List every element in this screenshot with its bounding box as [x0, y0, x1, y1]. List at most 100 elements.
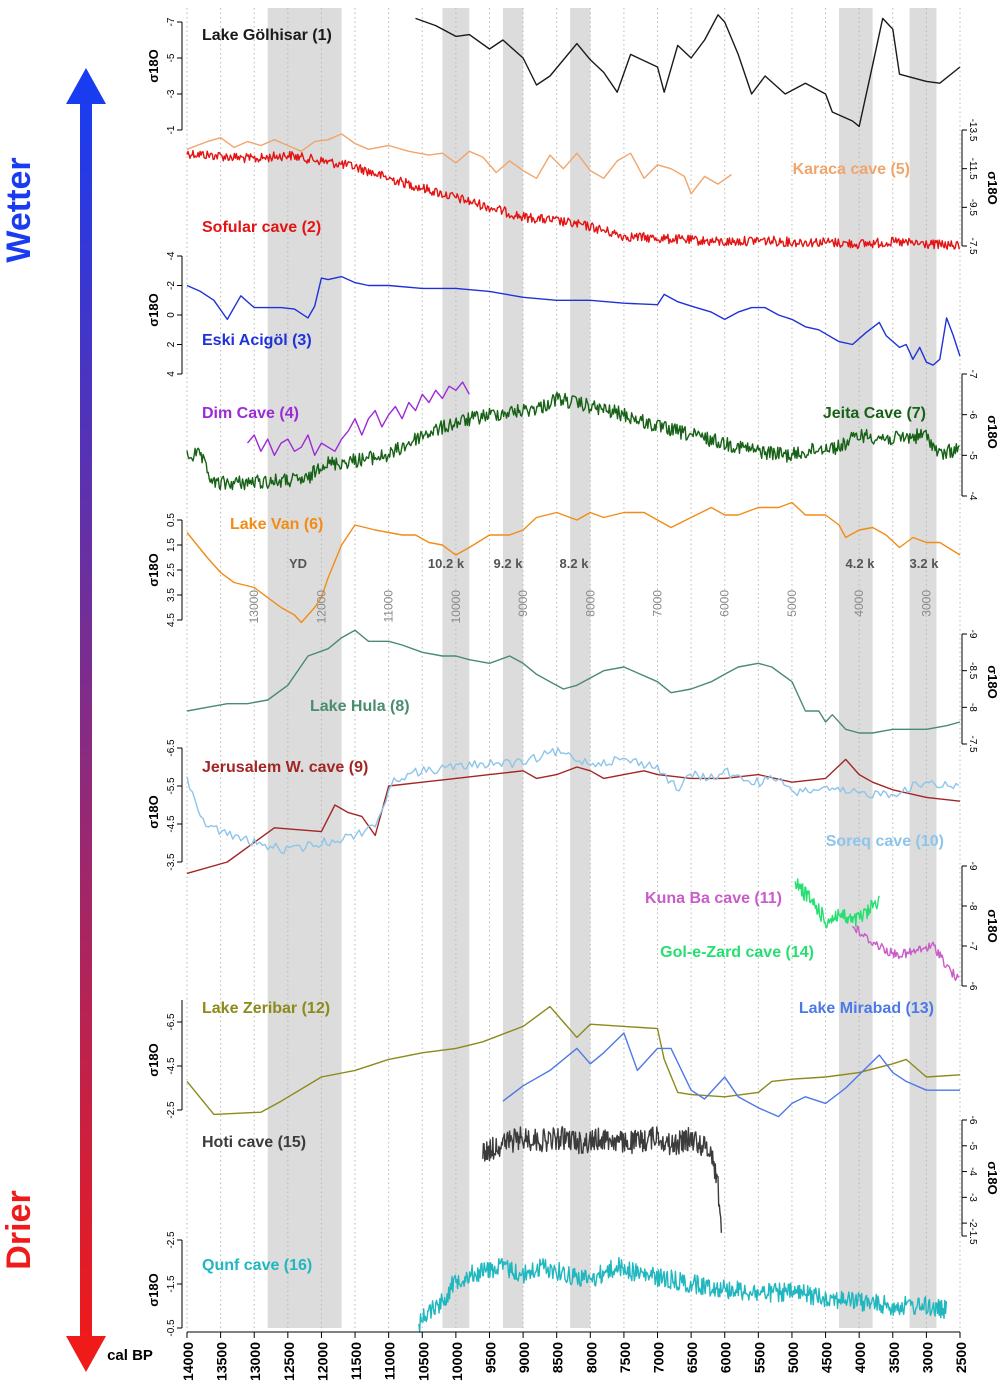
series-label: Lake Mirabad (13)	[799, 1000, 934, 1017]
series-label: Dim Cave (4)	[202, 405, 299, 422]
series-label: Jeita Cave (7)	[823, 405, 926, 422]
series-line	[418, 1256, 948, 1333]
series-label: Soreq cave (10)	[826, 833, 944, 850]
arrow-head-down-icon	[66, 1336, 106, 1372]
x-tick-label: 8500	[550, 1342, 566, 1373]
x-tick-label: 6000	[718, 1342, 734, 1373]
y-tick-label: -0.5	[166, 1319, 177, 1337]
x-tick-label: 5000	[785, 1342, 801, 1373]
y-axes: 14000 13500 13000 12500 12000 11500 11000 10500…	[107, 17, 998, 1381]
series-line	[415, 14, 961, 128]
y-tick-label: -2	[166, 281, 177, 290]
x-tick-label: 2500	[953, 1342, 969, 1373]
x-tick-label: 11000	[382, 1342, 398, 1380]
y-tick-label: -7.5	[967, 735, 978, 753]
x-tick-label: 13000	[247, 1342, 263, 1381]
event-label: 4.2 k	[846, 556, 876, 571]
y-tick-label: -2	[967, 1219, 978, 1228]
x-tick-label: 7500	[617, 1342, 633, 1373]
y-tick-label: -7.5	[967, 237, 978, 255]
y-tick-label: -13.5	[967, 119, 978, 142]
x-tick-label: 3000	[919, 1342, 935, 1373]
wetter-label: Wetter	[0, 157, 38, 262]
y-tick-label: -5.5	[166, 777, 177, 795]
x-tick-label: 9500	[482, 1342, 498, 1373]
series-label: Qunf cave (16)	[202, 1257, 312, 1274]
x-tick-label: 6500	[684, 1342, 700, 1373]
y-tick-label: -8	[967, 703, 978, 712]
event-label: 10.2 k	[428, 556, 465, 571]
series-line	[186, 391, 960, 491]
y-tick-label: -8	[967, 902, 978, 911]
y-axis-title: σ18O	[146, 49, 161, 82]
inner-year-label: 6000	[718, 590, 732, 617]
y-tick-label: -4	[166, 251, 177, 260]
x-tick-label: 10000	[449, 1342, 465, 1381]
inner-year-label: 11000	[382, 590, 396, 623]
x-tick-label: 12500	[281, 1342, 297, 1381]
y-tick-label: -6	[967, 1116, 978, 1125]
series-label: Jerusalem W. cave (9)	[202, 759, 368, 776]
y-tick-label: 0.5	[166, 513, 177, 527]
y-tick-label: -7	[166, 17, 177, 26]
x-tick-label: 13500	[214, 1342, 230, 1381]
y-axis-title: σ18O	[146, 1273, 161, 1306]
y-tick-label: -9	[967, 862, 978, 871]
series-line	[186, 133, 732, 195]
y-tick-label: -4	[967, 492, 978, 501]
series-line	[794, 878, 880, 929]
y-tick-label: 3.5	[166, 588, 177, 602]
y-tick-label: -7	[967, 370, 978, 379]
event-label: 9.2 k	[494, 556, 524, 571]
series-label: Sofular cave (2)	[202, 219, 321, 236]
y-tick-label: -6	[967, 410, 978, 419]
inner-year-label: 3000	[919, 590, 933, 617]
x-tick-label: 8000	[583, 1342, 599, 1373]
x-tick-label: 4000	[852, 1342, 868, 1373]
event-bands	[267, 8, 937, 1328]
series-line	[186, 275, 961, 366]
inner-year-label: 8000	[583, 590, 597, 617]
series-label: Lake Hula (8)	[310, 698, 410, 715]
inner-year-label: 9000	[516, 590, 530, 617]
y-tick-label: -1.5	[967, 1227, 978, 1245]
y-axis-title: σ18O	[985, 665, 998, 698]
y-axis-title: σ18O	[985, 909, 998, 942]
event-band	[502, 8, 524, 1328]
labels: YD 10.2 k 9.2 k 8.2 k 4.2 k 3.2 k 13000 12000 11…	[0, 27, 944, 1274]
series-line	[186, 747, 960, 855]
x-tick-label: 9000	[516, 1342, 532, 1373]
y-tick-label: -3	[166, 89, 177, 98]
y-tick-label: -4.5	[166, 815, 177, 833]
x-tick-label: 5500	[751, 1342, 767, 1373]
y-axis-title: σ18O	[146, 1043, 161, 1076]
inner-year-label: 4000	[852, 590, 866, 617]
y-tick-label: -5	[967, 1141, 978, 1150]
y-tick-label: -9.5	[967, 199, 978, 217]
x-tick-label: 11500	[348, 1342, 364, 1380]
wet-dry-arrow	[66, 68, 106, 1372]
series-label: Gol-e-Zard cave (14)	[660, 944, 814, 961]
event-label: 8.2 k	[560, 556, 590, 571]
y-tick-label: -5	[166, 53, 177, 62]
x-tick-label: 12000	[314, 1342, 330, 1381]
y-tick-label: -4	[967, 1167, 978, 1176]
event-band	[570, 8, 591, 1328]
y-tick-label: 2	[166, 341, 177, 347]
series-label: Lake Gölhisar (1)	[202, 27, 332, 44]
inner-year-label: 5000	[785, 590, 799, 617]
y-axis-title: σ18O	[146, 293, 161, 326]
series-line	[186, 501, 961, 624]
y-axis-title: σ18O	[985, 171, 998, 204]
x-tick-label: 4500	[819, 1342, 835, 1373]
y-axis-title: σ18O	[985, 415, 998, 448]
series-label: Karaca cave (5)	[793, 161, 910, 178]
event-band	[839, 8, 873, 1328]
series-line	[186, 149, 960, 250]
y-tick-label: 0	[166, 312, 177, 318]
y-tick-label: -6.5	[166, 739, 177, 757]
x-axis-title: cal BP	[107, 1347, 153, 1364]
y-tick-label: 2.5	[166, 563, 177, 577]
x-tick-label: 7000	[651, 1342, 667, 1373]
event-band	[267, 8, 342, 1328]
